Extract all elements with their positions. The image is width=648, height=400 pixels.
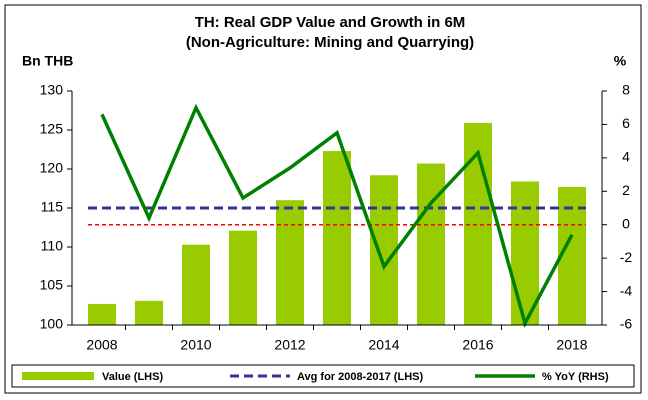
y-tick-label: 120 bbox=[40, 160, 64, 176]
y-tick-label: 115 bbox=[41, 199, 64, 215]
bar bbox=[370, 175, 398, 325]
y-tick-label: 105 bbox=[40, 277, 64, 293]
y-tick-label: 110 bbox=[41, 238, 64, 254]
bar bbox=[276, 200, 304, 325]
legend-label: % YoY (RHS) bbox=[542, 371, 609, 383]
y2-tick-label: -2 bbox=[620, 249, 633, 265]
bar bbox=[323, 151, 351, 325]
bar bbox=[229, 230, 257, 325]
y2-tick-label: 4 bbox=[622, 149, 630, 165]
y2-tick-label: -4 bbox=[620, 282, 633, 298]
y2-axis-label: % bbox=[614, 53, 627, 69]
legend-swatch bbox=[22, 372, 94, 380]
y-axis-label: Bn THB bbox=[22, 53, 73, 69]
bar bbox=[417, 163, 445, 325]
chart-subtitle: (Non-Agriculture: Mining and Quarrying) bbox=[186, 34, 474, 51]
bar bbox=[135, 300, 163, 325]
yoy-line bbox=[100, 103, 574, 329]
bar bbox=[511, 181, 539, 325]
y-tick-label: 100 bbox=[40, 316, 64, 332]
y2-tick-label: 0 bbox=[622, 215, 630, 231]
y2-tick-label: 6 bbox=[622, 115, 630, 131]
bar bbox=[182, 244, 210, 325]
y-tick-label: 130 bbox=[40, 82, 64, 98]
y2-tick-label: -6 bbox=[620, 316, 633, 332]
x-tick-label: 2010 bbox=[180, 337, 211, 353]
legend-label: Value (LHS) bbox=[102, 371, 163, 383]
legend-box bbox=[11, 364, 635, 388]
x-tick-label: 2018 bbox=[556, 337, 587, 353]
x-tick-label: 2012 bbox=[274, 337, 305, 353]
y2-tick-label: 8 bbox=[622, 82, 630, 98]
x-tick-label: 2014 bbox=[368, 337, 399, 353]
x-tick-label: 2016 bbox=[462, 337, 493, 353]
legend-label: Avg for 2008-2017 (LHS) bbox=[297, 371, 423, 383]
y-tick-label: 125 bbox=[40, 121, 64, 137]
chart-title: TH: Real GDP Value and Growth in 6M bbox=[195, 14, 466, 31]
x-tick-label: 2008 bbox=[86, 337, 117, 353]
y2-tick-label: 2 bbox=[622, 182, 630, 198]
bar bbox=[88, 303, 116, 325]
